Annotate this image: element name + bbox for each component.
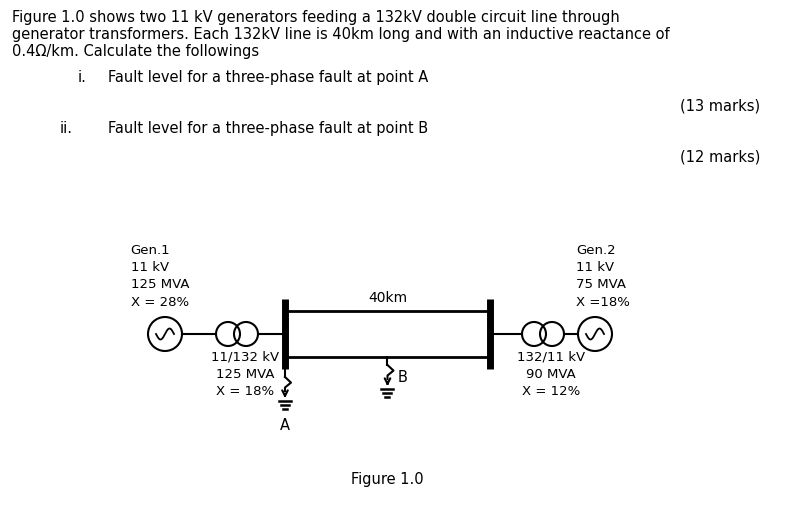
Text: Fault level for a three-phase fault at point A: Fault level for a three-phase fault at p… bbox=[108, 70, 428, 84]
Text: (12 marks): (12 marks) bbox=[679, 150, 760, 164]
Text: B: B bbox=[397, 370, 407, 385]
Text: ii.: ii. bbox=[60, 121, 73, 135]
Text: 40km: 40km bbox=[368, 291, 406, 305]
Text: Gen.2
11 kV
75 MVA
X =18%: Gen.2 11 kV 75 MVA X =18% bbox=[575, 243, 630, 309]
Text: Gen.1
11 kV
125 MVA
X = 28%: Gen.1 11 kV 125 MVA X = 28% bbox=[131, 243, 189, 309]
Text: 11/132 kV
125 MVA
X = 18%: 11/132 kV 125 MVA X = 18% bbox=[210, 350, 279, 398]
Text: A: A bbox=[279, 418, 290, 433]
Text: 132/11 kV
90 MVA
X = 12%: 132/11 kV 90 MVA X = 12% bbox=[516, 350, 585, 398]
Text: i.: i. bbox=[78, 70, 87, 84]
Text: (13 marks): (13 marks) bbox=[679, 98, 759, 114]
Text: Figure 1.0 shows two 11 kV generators feeding a 132kV double circuit line throug: Figure 1.0 shows two 11 kV generators fe… bbox=[12, 10, 619, 25]
Text: 0.4Ω/km. Calculate the followings: 0.4Ω/km. Calculate the followings bbox=[12, 44, 259, 59]
Text: Fault level for a three-phase fault at point B: Fault level for a three-phase fault at p… bbox=[108, 121, 427, 135]
Text: generator transformers. Each 132kV line is 40km long and with an inductive react: generator transformers. Each 132kV line … bbox=[12, 27, 669, 42]
Text: Figure 1.0: Figure 1.0 bbox=[351, 472, 423, 487]
